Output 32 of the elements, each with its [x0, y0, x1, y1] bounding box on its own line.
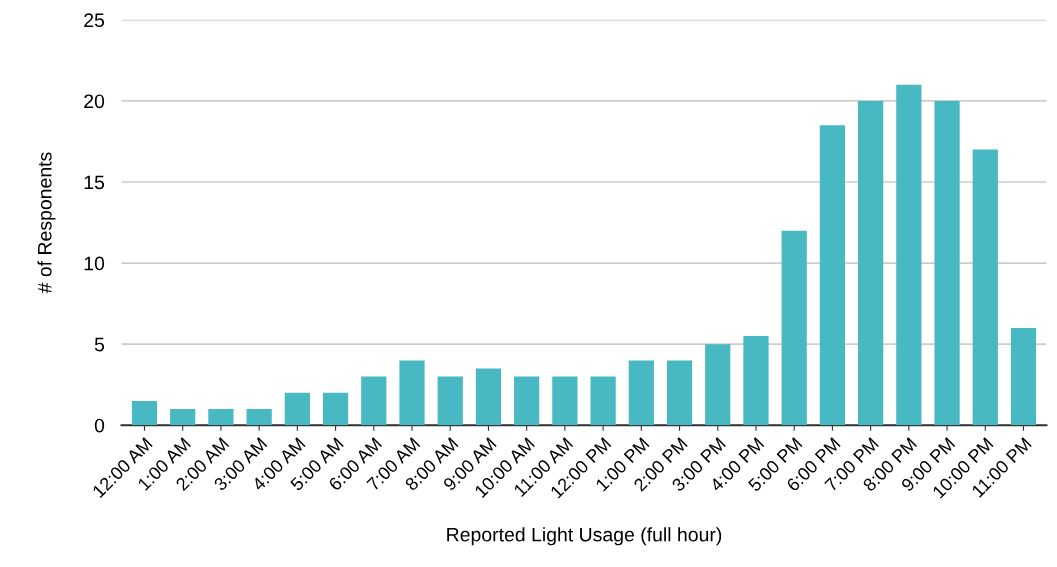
- bar: [934, 100, 960, 426]
- x-axis-title: Reported Light Usage (full hour): [447, 527, 722, 546]
- bar: [322, 392, 349, 426]
- y-tick-label: 5: [94, 337, 105, 352]
- bar: [743, 336, 769, 426]
- bar: [208, 409, 234, 426]
- bar: [170, 409, 196, 426]
- bar: [514, 376, 540, 426]
- bar: [246, 409, 272, 426]
- bar: [284, 392, 310, 426]
- bar: [475, 368, 502, 426]
- bar: [819, 125, 846, 426]
- bar: [437, 376, 463, 426]
- bar: [858, 100, 884, 426]
- y-tick-label: 10: [84, 256, 105, 271]
- bar: [972, 149, 998, 426]
- bar: [705, 344, 731, 426]
- bar: [399, 360, 425, 426]
- y-axis-title: # of Responents: [37, 152, 56, 294]
- y-tick-label: 0: [94, 418, 105, 433]
- bar: [552, 376, 578, 426]
- bar: [590, 376, 616, 426]
- bar: [1010, 327, 1037, 426]
- y-tick-label: 20: [84, 94, 105, 109]
- bar: [628, 360, 654, 426]
- y-tick-label: 15: [84, 175, 105, 190]
- bar: [896, 84, 922, 426]
- bar: [781, 230, 807, 426]
- y-tick-label: 25: [84, 13, 105, 28]
- bar: [666, 360, 693, 426]
- bar: [131, 400, 158, 426]
- bar: [361, 376, 387, 426]
